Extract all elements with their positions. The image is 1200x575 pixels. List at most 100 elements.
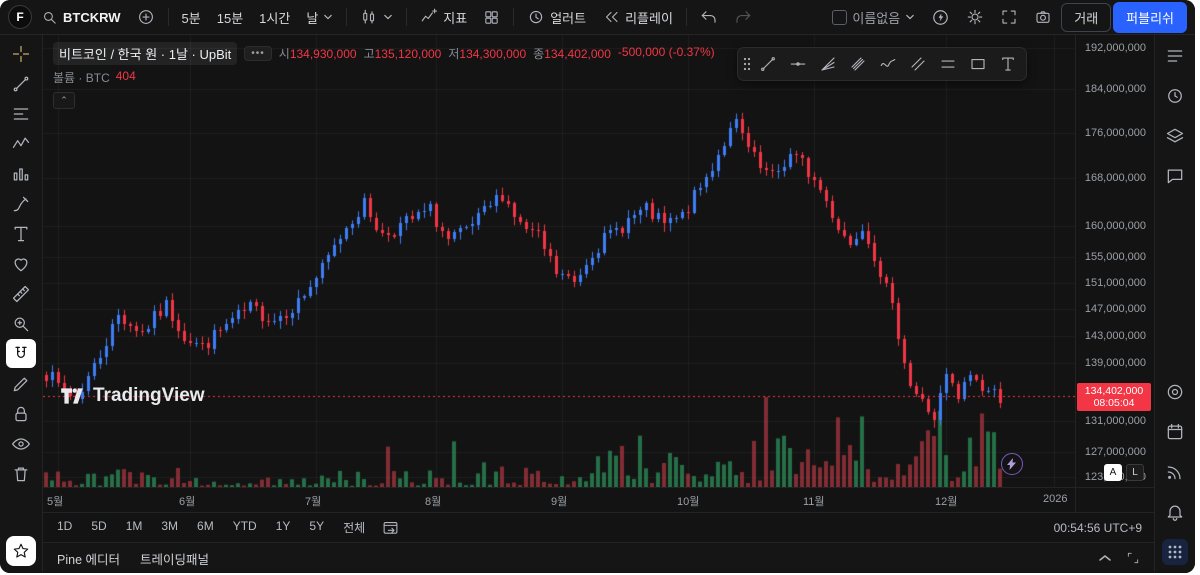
- chat-button[interactable]: [1162, 163, 1188, 189]
- chart-type-button[interactable]: [353, 4, 400, 30]
- trend-line-tool-button[interactable]: [6, 69, 36, 98]
- favorites-star-button[interactable]: [6, 536, 36, 566]
- range-button[interactable]: 5Y: [309, 519, 325, 533]
- fib-tool-button[interactable]: [6, 99, 36, 128]
- draw-curve-button[interactable]: [874, 51, 902, 77]
- axis-corner: [1075, 488, 1154, 512]
- legend-collapse-button[interactable]: ⌃: [53, 92, 75, 109]
- draw-horizontal-line-button[interactable]: [784, 51, 812, 77]
- price-chart-canvas[interactable]: [43, 35, 1075, 487]
- alerts-button[interactable]: [1162, 83, 1188, 109]
- publish-button[interactable]: 퍼블리쉬: [1113, 1, 1187, 33]
- interval-button[interactable]: 1시간: [259, 10, 291, 26]
- maximize-panel-icon[interactable]: [1126, 551, 1140, 565]
- pattern-icon: [12, 137, 30, 148]
- range-button[interactable]: 5D: [91, 519, 107, 533]
- draw-trend-line-button[interactable]: [754, 51, 782, 77]
- draw-text-button[interactable]: [994, 51, 1022, 77]
- crosshair-icon: [12, 45, 30, 62]
- watchlist-icon: [1167, 50, 1183, 62]
- interval-button[interactable]: 5분: [181, 10, 201, 26]
- screenshot-button[interactable]: [1027, 4, 1059, 30]
- draw-flat-channel-button[interactable]: [934, 51, 962, 77]
- range-button[interactable]: 6M: [197, 519, 214, 533]
- pattern-tool-button[interactable]: [6, 129, 36, 158]
- watchlist-button[interactable]: [1162, 43, 1188, 69]
- settings-gear-icon: [967, 9, 983, 25]
- separator: [167, 8, 169, 26]
- range-button[interactable]: YTD: [232, 519, 257, 533]
- zoom-in-icon: [14, 317, 29, 331]
- draw-rectangle-button[interactable]: [964, 51, 992, 77]
- forecast-tool-button[interactable]: [6, 159, 36, 188]
- draw-fan-lines-button[interactable]: [814, 51, 842, 77]
- undo-button[interactable]: [693, 4, 725, 30]
- candlestick-chart-icon: [363, 9, 375, 24]
- tab-trading-panel[interactable]: 트레이딩패널: [140, 552, 210, 567]
- legend-more-button[interactable]: •••: [244, 46, 272, 61]
- indicators-button[interactable]: 지표: [413, 4, 474, 31]
- replay-button[interactable]: 리플레이: [595, 4, 680, 31]
- compare-add-button[interactable]: [130, 4, 162, 30]
- text-tool-button[interactable]: [6, 219, 36, 248]
- indicators-icon: [421, 8, 438, 22]
- ruler-icon: [12, 285, 30, 302]
- object-tree-button[interactable]: [1162, 123, 1188, 149]
- chevron-up-icon[interactable]: [1098, 553, 1112, 563]
- user-avatar[interactable]: F: [8, 5, 32, 29]
- trash-icon: [14, 467, 28, 481]
- separator: [346, 8, 348, 26]
- layout-checkbox[interactable]: [832, 9, 848, 25]
- text-icon: [1002, 57, 1014, 71]
- fullscreen-button[interactable]: [993, 4, 1025, 30]
- draw-pitchfork-button[interactable]: [844, 51, 872, 77]
- settings-button[interactable]: [959, 4, 991, 30]
- zoom-tool-button[interactable]: [6, 309, 36, 338]
- toolbar-drag-handle[interactable]: [742, 51, 752, 77]
- quick-search-button[interactable]: [924, 4, 957, 31]
- chart-canvas-wrap[interactable]: 비트코인 / 한국 원 · 1날 · UpBit ••• 시134,930,00…: [43, 35, 1075, 487]
- low-label: 저: [448, 47, 460, 61]
- range-button[interactable]: 3M: [161, 519, 179, 533]
- indicator-templates-button[interactable]: [476, 5, 507, 30]
- log-scale-button[interactable]: L: [1126, 464, 1144, 481]
- remove-tool-button[interactable]: [6, 459, 36, 488]
- notifications-button[interactable]: [1162, 499, 1188, 525]
- tab-pine-editor[interactable]: Pine 에디터: [57, 552, 120, 567]
- go-to-date-button[interactable]: [382, 519, 399, 536]
- redo-button[interactable]: [727, 4, 759, 30]
- instant-trading-icon[interactable]: [1001, 453, 1023, 475]
- crosshair-tool-button[interactable]: [6, 39, 36, 68]
- measure-tool-button[interactable]: [6, 279, 36, 308]
- interval-button[interactable]: 15분: [216, 10, 244, 26]
- time-axis[interactable]: 5월 6월 7월 8월 9월 10월 11월 12월 2026: [43, 488, 1075, 512]
- alert-button[interactable]: 얼러트: [520, 4, 593, 31]
- symbol-search-button[interactable]: BTCKRW: [34, 5, 128, 30]
- legend-symbol-title[interactable]: 비트코인 / 한국 원 · 1날 · UpBit: [53, 42, 238, 65]
- interval-selected-button[interactable]: 날: [299, 4, 340, 31]
- trade-button[interactable]: 거래: [1061, 2, 1112, 32]
- symbol-label: BTCKRW: [63, 9, 121, 25]
- calendar-button[interactable]: [1162, 419, 1188, 445]
- hide-tool-button[interactable]: [6, 429, 36, 458]
- range-button[interactable]: 전체: [343, 521, 366, 535]
- emoji-tool-button[interactable]: [6, 249, 36, 278]
- price-tick: 143,000,000: [1084, 329, 1146, 342]
- range-button[interactable]: 1D: [57, 519, 73, 533]
- brush-tool-button[interactable]: [6, 189, 36, 218]
- range-button[interactable]: 1Y: [275, 519, 291, 533]
- help-button[interactable]: [1162, 379, 1188, 405]
- lock-tool-button[interactable]: [6, 399, 36, 428]
- timezone-clock[interactable]: 00:54:56 UTC+9: [1053, 520, 1142, 535]
- search-icon: [44, 11, 56, 24]
- range-button[interactable]: 1M: [125, 519, 143, 533]
- magnet-tool-button[interactable]: [6, 339, 36, 368]
- draw-parallel-channel-button[interactable]: [904, 51, 932, 77]
- news-feed-button[interactable]: [1162, 459, 1188, 485]
- layout-name-button[interactable]: 이름없음: [825, 4, 922, 31]
- auto-scale-button[interactable]: A: [1104, 464, 1122, 481]
- price-axis[interactable]: 134,402,000 08:05:04 A L 192,000,000 184,…: [1075, 35, 1154, 487]
- apps-grid-button[interactable]: [1162, 539, 1188, 565]
- edit-tool-button[interactable]: [6, 369, 36, 398]
- time-tick: 7월: [305, 496, 322, 508]
